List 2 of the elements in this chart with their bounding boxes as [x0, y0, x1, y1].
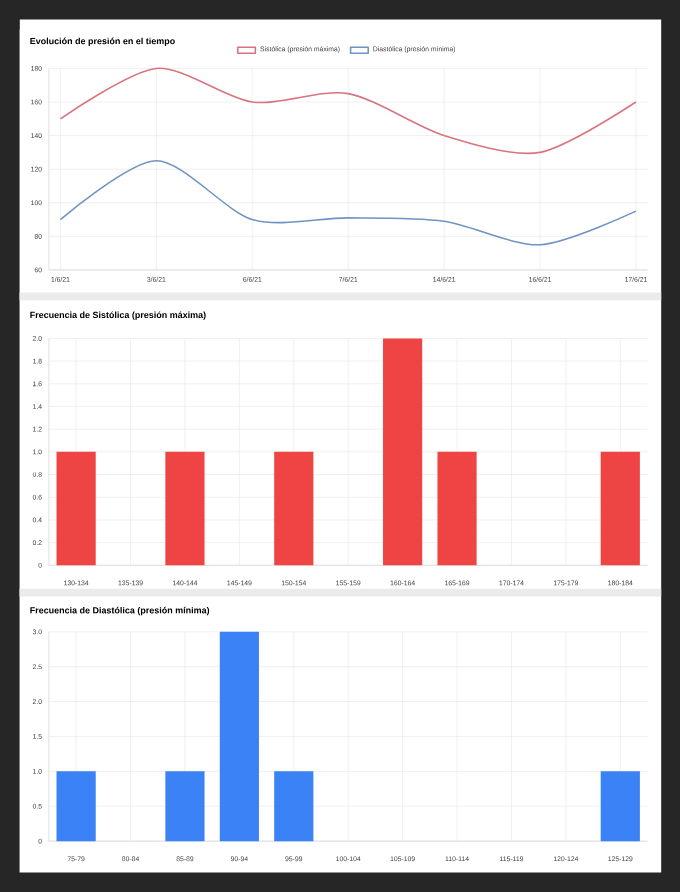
line-series — [59, 160, 637, 246]
line-series — [59, 67, 637, 155]
